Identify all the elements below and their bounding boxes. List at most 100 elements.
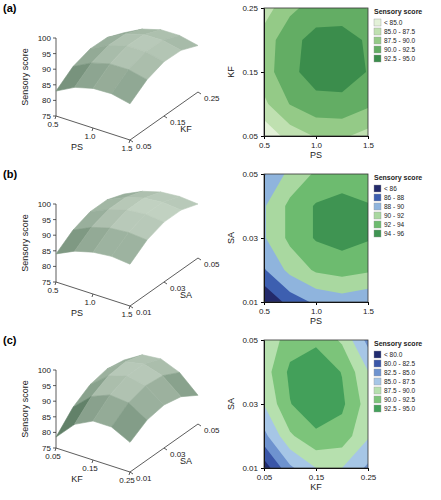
z-tick-label: 90: [42, 397, 51, 406]
x-tick-label: 0.05: [45, 452, 61, 461]
x-axis: 0.51.01.5: [259, 302, 375, 316]
x-tick-label: 0.5: [47, 286, 59, 295]
legend-label: < 85.0: [384, 19, 403, 26]
panel-label: (b): [3, 168, 17, 180]
y-tick: [198, 258, 201, 260]
x-axis-line: [265, 469, 369, 472]
surface-facet: [112, 403, 148, 443]
x-tick-mark: [368, 302, 369, 305]
legend-label: < 80.0: [384, 351, 403, 358]
legend-swatch: [374, 405, 381, 412]
z-tick-label: 95: [42, 382, 51, 391]
y-tick: [130, 140, 133, 142]
contour-band: [264, 340, 368, 468]
x-tick-label: 0.25: [119, 476, 135, 485]
chart-root: (a)7580859095100Sensory score0.51.01.5PS…: [0, 0, 441, 500]
z-tick: [53, 204, 56, 205]
contour-band: [285, 174, 368, 277]
z-tick: [53, 235, 56, 236]
legend-swatch: [374, 360, 381, 367]
y-axis-title: SA: [226, 232, 236, 244]
x-axis-title: PS: [71, 142, 83, 152]
y-tick-label: 0.25: [204, 94, 220, 103]
x-tick-label: 0.15: [309, 473, 325, 482]
surface: [56, 29, 198, 104]
y-axis: 0.010.030.05: [242, 170, 264, 307]
surface-facet: [112, 70, 148, 104]
z-tick: [53, 53, 56, 54]
legend-label: 86 - 88: [384, 194, 405, 201]
legend-label: 90.0 - 92.5: [384, 396, 415, 403]
y-tick-mark: [261, 468, 264, 469]
z-tick: [53, 370, 56, 371]
legend-swatch: [374, 203, 381, 210]
y-tick: [164, 448, 167, 450]
legend-label: 88 - 90: [384, 203, 405, 210]
z-tick-label: 95: [42, 50, 51, 59]
y-tick: 0.25: [242, 4, 264, 13]
x-tick: [92, 294, 93, 297]
y-tick-label: 0.25: [242, 4, 258, 13]
contour-band: [299, 26, 366, 92]
z-tick: [53, 84, 56, 85]
legend-label: 90.0 - 92.5: [384, 46, 415, 53]
z-tick-label: 100: [38, 366, 52, 375]
x-tick-label: 0.5: [47, 120, 59, 129]
x-axis-title: PS: [71, 308, 83, 318]
y-tick: [130, 472, 133, 474]
panel-row: (a)7580859095100Sensory score0.51.01.5PS…: [3, 0, 422, 160]
y-tick-mark: [261, 404, 264, 405]
panel-label: (a): [3, 2, 17, 14]
y-tick-mark: [261, 72, 264, 73]
x-tick: 1.0: [311, 136, 323, 150]
x-axis-title: KF: [71, 474, 83, 484]
z-tick: [53, 401, 56, 402]
z-tick-label: 100: [38, 200, 52, 209]
z-tick: [53, 416, 56, 417]
legend-swatch: [374, 378, 381, 385]
y-axis-title: KF: [226, 66, 236, 78]
z-tick-label: 85: [42, 81, 51, 90]
panel-label: (c): [3, 334, 17, 346]
x-tick-label: 0.05: [257, 473, 273, 482]
y-tick-label: 0.03: [242, 400, 258, 409]
legend-label: 92.5 - 95.0: [384, 405, 415, 412]
legend-label: 82.5 - 85.0: [384, 369, 415, 376]
z-tick-label: 100: [38, 34, 52, 43]
y-tick-label: 0.05: [136, 142, 152, 151]
y-tick-label: 0.05: [242, 336, 258, 345]
y-axis-title: SA: [226, 398, 236, 410]
legend-label: 85.0 - 87.5: [384, 378, 415, 385]
y-tick-label: 0.01: [242, 464, 258, 473]
y-tick: 0.01: [242, 464, 264, 473]
legend: Sensory score< 80.080.0 - 82.582.5 - 85.…: [374, 340, 422, 412]
y-tick-mark: [261, 340, 264, 341]
x-tick-label: 1.5: [121, 144, 133, 153]
y-tick-label: 0.05: [242, 132, 258, 141]
z-tick-label: 95: [42, 216, 51, 225]
y-tick: 0.05: [242, 132, 264, 141]
y-axis-line: [130, 424, 198, 472]
legend-swatch: [374, 185, 381, 192]
y-tick: [130, 306, 133, 308]
contour-band: [264, 340, 368, 468]
x-tick-label: 0.15: [82, 464, 98, 473]
x-tick-label: 1.5: [121, 310, 133, 319]
surface-facet: [112, 232, 148, 264]
legend-swatch: [374, 230, 381, 237]
legend-swatch: [374, 369, 381, 376]
x-tick: 0.5: [259, 136, 271, 150]
legend-label: 87.5 - 90.0: [384, 387, 415, 394]
z-tick: [53, 385, 56, 386]
legend-swatch: [374, 37, 381, 44]
legend-swatch: [374, 212, 381, 219]
y-tick: 0.03: [242, 234, 264, 243]
legend-label: 87.5 - 90.0: [384, 37, 415, 44]
contour-band: [264, 340, 368, 468]
contour-band: [287, 347, 345, 428]
y-tick-label: 0.03: [242, 234, 258, 243]
z-tick: [53, 69, 56, 70]
z-tick: [53, 100, 56, 101]
legend: Sensory score< 8686 - 8888 - 9090 - 9292…: [374, 174, 422, 237]
y-tick: [198, 92, 201, 94]
